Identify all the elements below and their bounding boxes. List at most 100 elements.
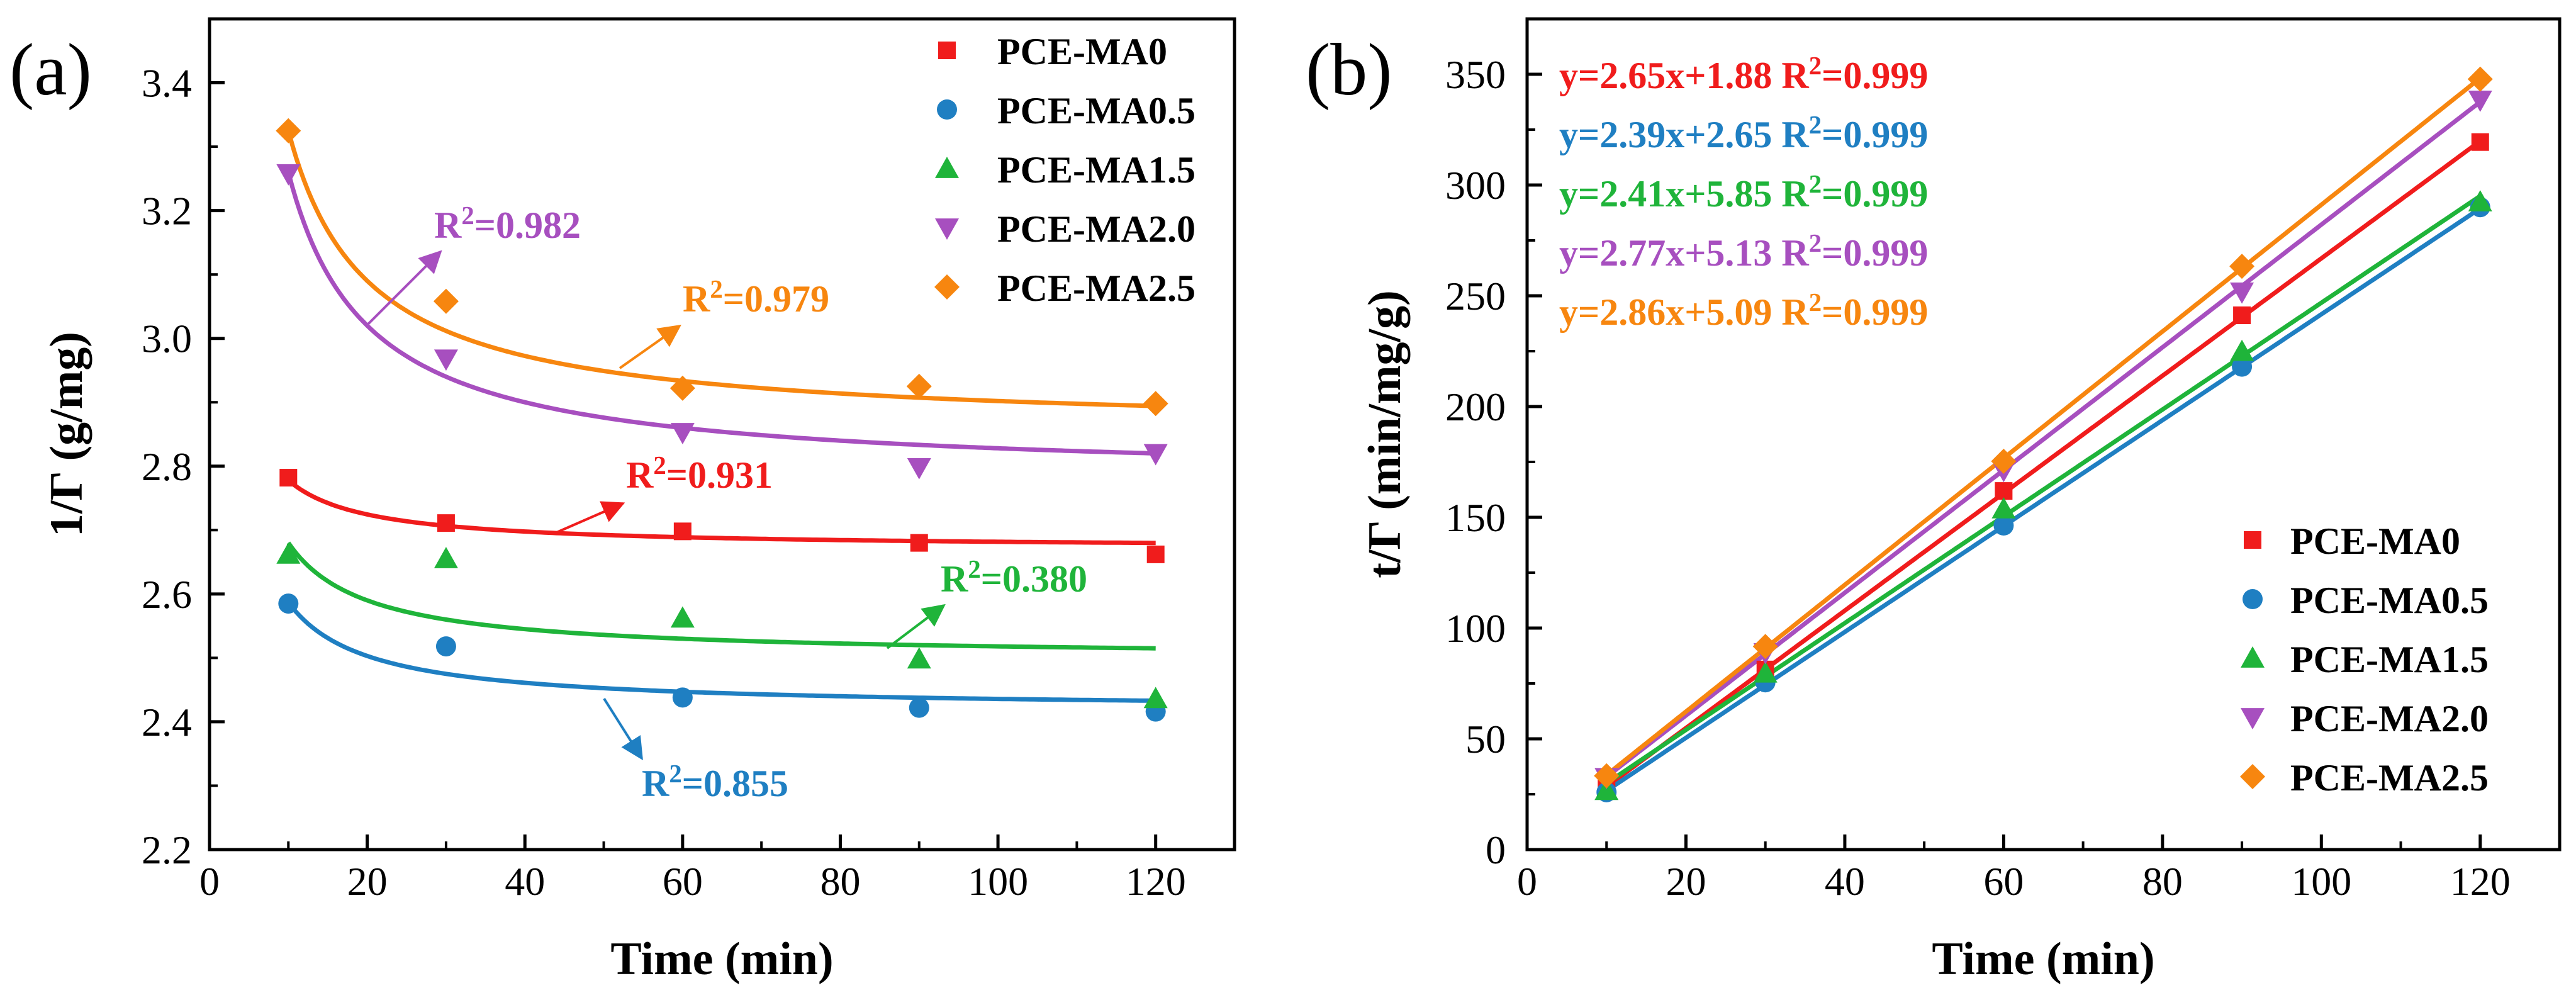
x-tick-label: 100 [968,859,1028,904]
fit-line-PCE-MA2.5 [1605,76,2482,777]
fit-equation: y=2.39x+2.65 R2=0.999 [1559,111,1928,155]
data-point-PCE-MA1.5 [670,606,695,628]
legend-marker-PCE-MA2.0 [935,218,959,240]
x-tick-label: 80 [2142,859,2183,904]
y-tick-label: 3.4 [142,61,192,106]
fit-equation: y=2.65x+1.88 R2=0.999 [1559,52,1928,96]
data-point-PCE-MA0.5 [278,593,299,614]
y-tick-label: 100 [1445,606,1506,651]
data-point-PCE-MA2.0 [2468,91,2492,112]
y-tick-label: 150 [1445,495,1506,540]
data-point-PCE-MA2.5 [669,375,695,401]
y-tick-label: 250 [1445,274,1506,318]
data-point-PCE-MA0 [2471,133,2489,151]
legend-marker-PCE-MA1.5 [2241,646,2265,668]
y-tick-label: 0 [1486,828,1506,872]
data-point-PCE-MA2.0 [907,458,931,480]
legend-label: PCE-MA0.5 [2290,580,2489,621]
panel-label: (b) [1306,28,1392,111]
data-point-PCE-MA1.5 [1991,497,2016,519]
r-squared-annotation: R2=0.380 [941,555,1087,600]
legend-label: PCE-MA0 [2290,520,2460,562]
data-point-PCE-MA2.5 [433,288,459,314]
data-point-PCE-MA2.5 [906,373,932,399]
data-point-PCE-MA0.5 [1993,515,2014,536]
fit-line-PCE-MA2.0 [1605,100,2482,779]
r-squared-annotation: R2=0.982 [434,201,581,246]
legend-label: PCE-MA0 [997,31,1167,72]
data-point-PCE-MA1.5 [2468,190,2492,211]
legend-marker-PCE-MA0.5 [2243,589,2263,609]
data-point-PCE-MA0 [437,514,455,532]
y-tick-label: 50 [1465,717,1506,761]
data-point-PCE-MA0.5 [435,636,456,657]
y-tick-label: 3.0 [142,317,192,361]
y-tick-label: 2.8 [142,444,192,489]
fit-equation: y=2.77x+5.13 R2=0.999 [1559,229,1928,274]
annotation-arrow [603,697,643,761]
data-point-PCE-MA2.0 [434,349,458,371]
legend-marker-PCE-MA0 [938,42,956,59]
x-axis-label: Time (min) [1932,933,2154,985]
fit-line-PCE-MA0.5 [286,600,1156,703]
fit-line-PCE-MA1.5 [286,541,1156,651]
data-point-PCE-MA0 [1146,545,1165,563]
data-point-PCE-MA2.5 [2229,254,2255,279]
annotation-arrow [367,250,442,325]
y-axis-label: t/Γ (min/mg/g) [1359,290,1411,578]
data-point-PCE-MA1.5 [1753,661,1778,683]
r-squared-annotation: R2=0.979 [683,275,829,320]
data-point-PCE-MA0.5 [2232,356,2253,377]
x-axis-label: Time (min) [610,933,833,985]
data-point-PCE-MA2.5 [1752,634,1778,660]
fit-line-PCE-MA0 [1605,139,2482,789]
data-point-PCE-MA2.5 [276,118,301,143]
annotation-arrow [553,501,625,535]
data-point-PCE-MA1.5 [1594,778,1619,801]
legend-label: PCE-MA1.5 [2290,639,2489,680]
data-point-PCE-MA2.0 [2230,282,2254,304]
x-tick-label: 120 [2450,859,2511,904]
data-point-PCE-MA1.5 [907,647,931,669]
data-point-PCE-MA0 [2233,306,2251,324]
data-point-PCE-MA2.5 [2467,66,2493,92]
annotation-arrow [886,604,946,649]
y-tick-label: 200 [1445,385,1506,429]
data-point-PCE-MA2.5 [1143,391,1168,417]
x-tick-label: 20 [1666,859,1706,904]
legend-label: PCE-MA2.5 [997,267,1196,309]
data-point-PCE-MA1.5 [276,542,301,564]
data-point-PCE-MA0.5 [909,697,929,718]
fit-line-PCE-MA2.5 [286,130,1156,408]
legend-label: PCE-MA2.0 [997,208,1196,250]
data-point-PCE-MA2.5 [1594,763,1620,789]
panel-label: (a) [9,28,92,111]
x-tick-label: 40 [505,859,545,904]
fit-equation: y=2.86x+5.09 R2=0.999 [1559,288,1928,333]
legend-marker-PCE-MA0 [2244,531,2261,549]
legend-label: PCE-MA0.5 [997,90,1196,132]
x-tick-label: 0 [1517,859,1537,904]
data-point-PCE-MA2.0 [1143,444,1168,466]
y-axis-label: 1/Γ (g/mg) [41,332,92,537]
x-tick-label: 120 [1126,859,1186,904]
y-tick-label: 350 [1445,52,1506,97]
y-tick-label: 2.4 [142,700,192,744]
data-point-PCE-MA0 [279,469,298,487]
chart-panel-b: 0 20 40 60 80 100 120 0 50 100 150 200 250 300 350 Time… [1306,17,2562,985]
data-point-PCE-MA0 [673,522,692,541]
data-point-PCE-MA2.0 [276,164,301,186]
x-tick-label: 40 [1825,859,1865,904]
legend-marker-PCE-MA1.5 [935,157,959,178]
y-tick-label: 300 [1445,163,1506,208]
fit-line-PCE-MA0 [287,478,1156,546]
data-point-PCE-MA2.0 [670,423,695,444]
r-squared-annotation: R2=0.855 [642,760,788,804]
data-point-PCE-MA0 [1995,482,2013,500]
data-point-PCE-MA0.5 [672,687,693,708]
fit-line-PCE-MA1.5 [1605,194,2482,785]
annotation-arrow [619,324,681,369]
legend-label: PCE-MA1.5 [997,149,1196,191]
plot-frame [208,17,1236,851]
